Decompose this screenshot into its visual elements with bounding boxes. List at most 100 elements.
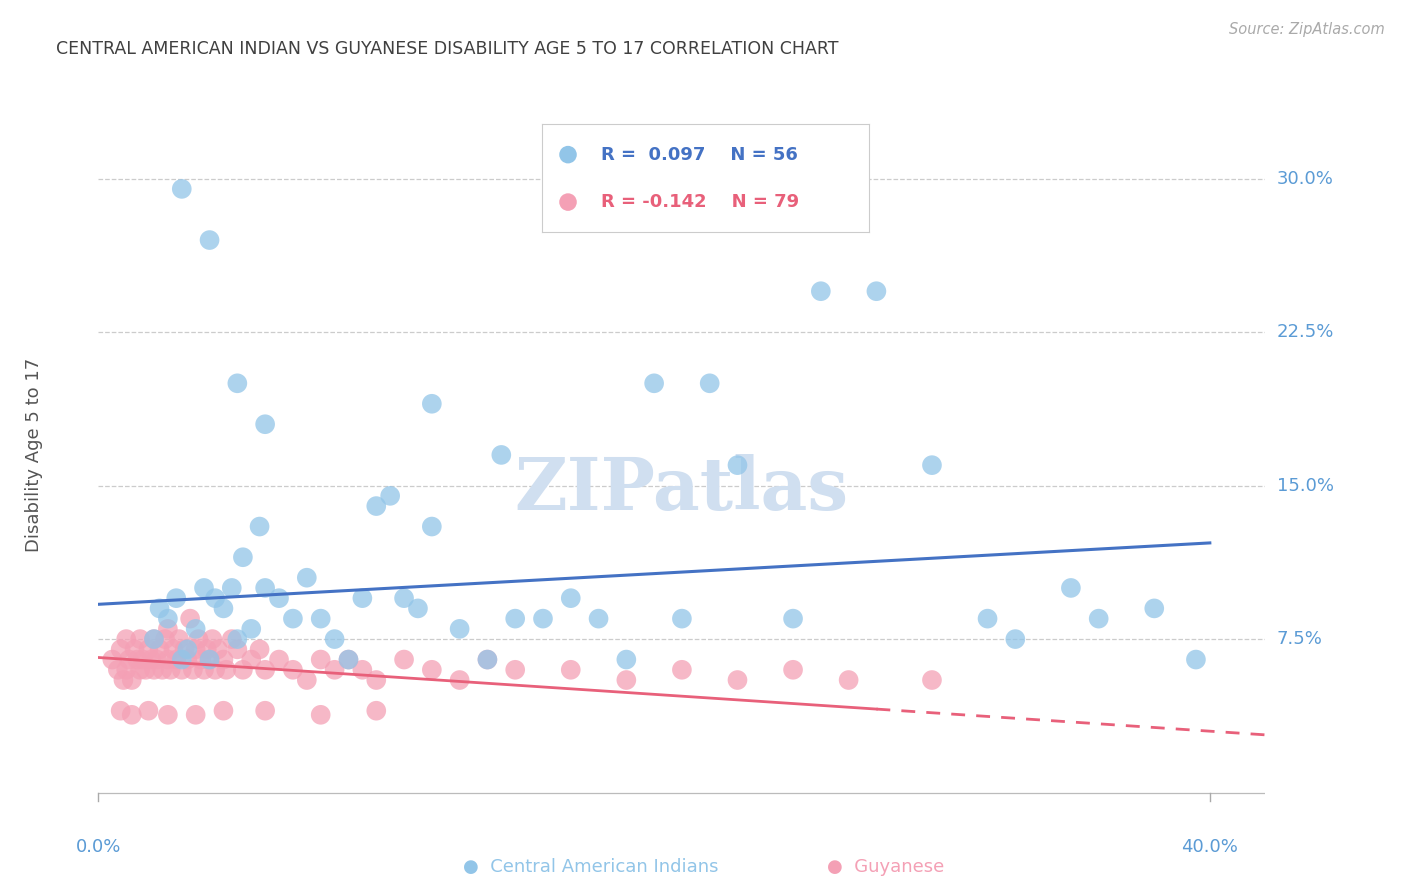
Point	[170, 182, 193, 196]
Point	[281, 612, 304, 626]
Point	[167, 632, 190, 646]
Point	[156, 612, 179, 626]
Point	[129, 632, 152, 646]
Point	[162, 642, 184, 657]
Point	[221, 581, 243, 595]
Point	[135, 663, 157, 677]
Point	[146, 652, 169, 666]
Text: 0.0%: 0.0%	[76, 838, 121, 855]
Point	[129, 663, 152, 677]
Point	[420, 519, 443, 533]
Point	[127, 652, 149, 666]
Point	[215, 663, 238, 677]
Point	[477, 652, 499, 666]
Point	[838, 673, 860, 687]
Point	[560, 663, 582, 677]
Point	[112, 673, 135, 687]
Point	[184, 642, 207, 657]
Point	[1185, 652, 1208, 666]
Point	[221, 632, 243, 646]
Point	[143, 632, 166, 646]
Point	[352, 663, 374, 677]
Point	[240, 652, 263, 666]
Point	[124, 642, 146, 657]
Point	[309, 612, 332, 626]
Point	[198, 652, 221, 666]
Point	[181, 663, 204, 677]
Point	[254, 581, 277, 595]
Point	[201, 632, 224, 646]
Point	[148, 601, 170, 615]
Point	[184, 622, 207, 636]
Point	[352, 591, 374, 606]
Point	[249, 519, 271, 533]
Point	[190, 652, 212, 666]
Text: 7.5%: 7.5%	[1277, 630, 1323, 648]
Point	[295, 571, 318, 585]
Point	[727, 673, 749, 687]
Point	[115, 663, 138, 677]
Point	[366, 673, 388, 687]
Point	[170, 663, 193, 677]
Point	[614, 652, 637, 666]
Point	[254, 663, 277, 677]
Point	[198, 652, 221, 666]
Point	[254, 704, 277, 718]
Point	[810, 284, 832, 298]
Point	[1004, 632, 1026, 646]
Point	[115, 632, 138, 646]
Point	[170, 652, 193, 666]
Point	[165, 652, 187, 666]
Point	[392, 591, 415, 606]
Point	[143, 632, 166, 646]
Point	[337, 652, 360, 666]
Point	[204, 591, 226, 606]
Point	[193, 663, 215, 677]
Point	[380, 489, 402, 503]
Point	[699, 376, 721, 391]
Point	[323, 663, 346, 677]
Point	[184, 707, 207, 722]
Point	[1060, 581, 1083, 595]
Point	[156, 622, 179, 636]
Point	[420, 397, 443, 411]
Point	[491, 448, 513, 462]
Point	[281, 663, 304, 677]
Point	[782, 663, 804, 677]
Point	[295, 673, 318, 687]
Point	[176, 642, 198, 657]
Point	[187, 632, 209, 646]
Point	[671, 612, 693, 626]
Point	[921, 673, 943, 687]
Point	[503, 663, 526, 677]
Point	[132, 652, 155, 666]
Text: 40.0%: 40.0%	[1181, 838, 1239, 855]
Point	[503, 612, 526, 626]
Point	[141, 652, 163, 666]
Point	[207, 642, 229, 657]
Text: Disability Age 5 to 17: Disability Age 5 to 17	[25, 358, 44, 552]
Point	[366, 704, 388, 718]
Point	[449, 673, 471, 687]
Point	[366, 499, 388, 513]
Point	[107, 663, 129, 677]
Point	[212, 652, 235, 666]
Point	[195, 642, 218, 657]
Point	[156, 707, 179, 722]
Point	[148, 642, 170, 657]
Point	[406, 601, 429, 615]
Point	[212, 704, 235, 718]
Point	[110, 642, 132, 657]
Point	[337, 652, 360, 666]
Point	[921, 458, 943, 472]
Text: 22.5%: 22.5%	[1277, 323, 1334, 341]
Point	[420, 663, 443, 677]
Point	[267, 652, 290, 666]
Text: 30.0%: 30.0%	[1277, 169, 1333, 187]
Point	[254, 417, 277, 432]
Point	[159, 663, 181, 677]
Point	[156, 652, 179, 666]
Point	[179, 612, 201, 626]
Point	[226, 376, 249, 391]
Point	[138, 642, 160, 657]
